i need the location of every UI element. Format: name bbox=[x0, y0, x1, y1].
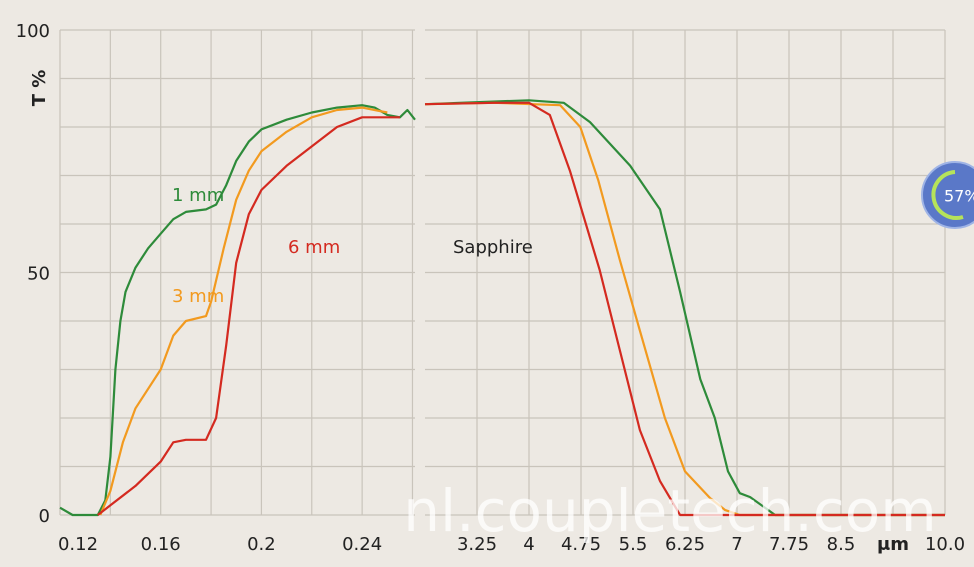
x-tick-label: 0.16 bbox=[141, 534, 181, 555]
series-label: 6 mm bbox=[288, 237, 340, 258]
series-line bbox=[99, 106, 388, 516]
series-label: 1 mm bbox=[172, 185, 224, 206]
series-line bbox=[59, 104, 416, 517]
y-tick-label: 50 bbox=[27, 264, 50, 285]
series-label: 3 mm bbox=[172, 286, 224, 307]
x-tick-label: 0.24 bbox=[342, 534, 382, 555]
series-line bbox=[424, 101, 945, 517]
x-tick-label: 3.25 bbox=[457, 534, 497, 555]
y-axis-label: T % bbox=[29, 70, 50, 107]
x-tick-label: 10.0 bbox=[925, 534, 965, 555]
x-tick-label: 8.5 bbox=[827, 534, 856, 555]
x-tick-label: 7 bbox=[731, 534, 742, 555]
x-tick-label: 7.75 bbox=[769, 534, 809, 555]
y-tick-label: 100 bbox=[16, 21, 50, 42]
badge-circle bbox=[921, 161, 974, 229]
badge-label: 57% bbox=[944, 187, 974, 206]
series-line bbox=[424, 99, 945, 517]
series-line bbox=[424, 101, 945, 517]
progress-badge: 57% bbox=[921, 161, 974, 229]
x-tick-label: 5.5 bbox=[619, 534, 648, 555]
annotation: Sapphire bbox=[453, 237, 533, 258]
badge-ring bbox=[931, 170, 964, 220]
watermark: nl.coupletech.com bbox=[403, 477, 936, 545]
x-tick-label: 4 bbox=[523, 534, 534, 555]
x-tick-label: 6.25 bbox=[665, 534, 705, 555]
x-tick-label: 0.12 bbox=[58, 534, 98, 555]
x-tick-label: 4.75 bbox=[561, 534, 601, 555]
y-tick-label: 0 bbox=[39, 506, 50, 527]
x-tick-label: μm bbox=[877, 534, 909, 555]
series-line bbox=[97, 116, 400, 516]
x-tick-label: 0.2 bbox=[247, 534, 276, 555]
